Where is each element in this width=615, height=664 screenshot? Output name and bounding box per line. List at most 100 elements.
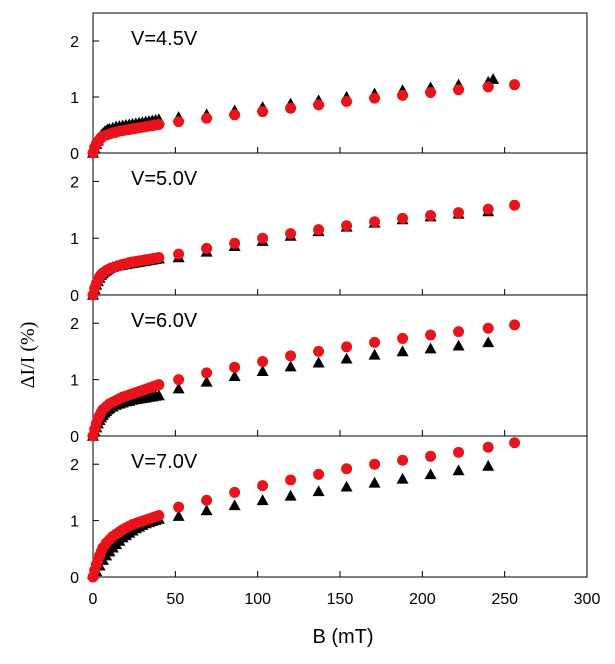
circle-point — [201, 494, 213, 506]
triangle-point — [200, 375, 213, 387]
circle-point — [482, 81, 494, 93]
circle-point — [341, 95, 353, 107]
triangle-point — [228, 499, 241, 511]
circle-point — [369, 336, 381, 348]
circle-point — [313, 99, 325, 111]
x-tick-label: 150 — [327, 591, 354, 608]
triangle-point — [152, 389, 165, 401]
circle-point — [257, 480, 269, 492]
circle-point — [173, 248, 185, 260]
x-tick-label: 100 — [244, 591, 271, 608]
triangle-point — [368, 476, 381, 488]
y-tick-label: 1 — [70, 90, 79, 107]
circle-point — [257, 356, 269, 368]
circle-point — [482, 203, 494, 215]
circle-point — [509, 319, 521, 331]
triangle-point — [452, 339, 465, 351]
y-tick-label: 0 — [70, 146, 79, 163]
x-tick-label: 0 — [89, 591, 98, 608]
circle-point — [257, 106, 269, 118]
y-axis-title: ΔI/I (%) — [17, 322, 39, 389]
triangle-point — [312, 356, 325, 368]
triangle-point — [424, 342, 437, 354]
circle-point — [509, 437, 521, 449]
y-tick-label: 2 — [70, 457, 79, 474]
circle-point — [425, 87, 437, 99]
circle-point — [229, 361, 241, 373]
triangle-point — [482, 459, 495, 471]
y-tick-label: 2 — [70, 34, 79, 51]
triangle-point — [284, 360, 297, 372]
y-tick-label: 2 — [70, 316, 79, 333]
triangle-point — [368, 348, 381, 360]
triangle-point — [340, 480, 353, 492]
circle-point — [285, 228, 297, 240]
circle-point — [397, 212, 409, 224]
y-tick-label: 0 — [70, 288, 79, 305]
circle-point — [397, 454, 409, 466]
data-marks — [87, 73, 521, 583]
x-axis-title: B (mT) — [312, 626, 373, 648]
circle-point — [153, 252, 165, 264]
circle-point — [482, 441, 494, 453]
x-tick-label: 200 — [409, 591, 436, 608]
circle-point — [229, 109, 241, 121]
x-tick-label: 300 — [574, 591, 601, 608]
circle-point — [201, 242, 213, 254]
y-tick-labels: 0 1 2 0 1 2 0 1 2 0 1 2 — [70, 34, 79, 587]
panel-label: V=7.0V — [131, 451, 198, 473]
triangle-point — [256, 365, 269, 376]
circle-point — [153, 118, 165, 130]
triangle-point — [172, 382, 185, 394]
triangle-point — [452, 464, 465, 476]
circle-point — [397, 89, 409, 101]
panel-label: V=5.0V — [131, 168, 198, 190]
triangle-point — [396, 472, 409, 484]
circle-point — [453, 207, 465, 219]
y-tick-label: 1 — [70, 514, 79, 531]
circle-point — [341, 220, 353, 232]
triangle-point — [200, 504, 213, 516]
y-tick-label: 1 — [70, 373, 79, 390]
circle-point — [425, 450, 437, 462]
y-tick-label: 0 — [70, 570, 79, 587]
x-tick-label: 250 — [491, 591, 518, 608]
triangle-point — [396, 345, 409, 357]
panel-labels: V=4.5V V=5.0V V=6.0V V=7.0V — [131, 28, 198, 473]
circle-point — [369, 216, 381, 228]
circle-point — [313, 224, 325, 236]
circle-point — [201, 112, 213, 124]
panel-label: V=4.5V — [131, 28, 198, 50]
circle-point — [153, 379, 165, 391]
circle-point — [229, 486, 241, 498]
circle-point — [425, 209, 437, 221]
circle-point — [482, 322, 494, 334]
circle-point — [369, 92, 381, 104]
circle-point — [425, 329, 437, 341]
circle-point — [173, 116, 185, 128]
circle-point — [285, 102, 297, 114]
circle-point — [173, 374, 185, 386]
circle-point — [453, 446, 465, 458]
triangle-point — [424, 468, 437, 480]
triangle-point — [340, 352, 353, 364]
circle-point — [369, 458, 381, 470]
circle-point — [509, 79, 521, 91]
circle-point — [229, 237, 241, 249]
circle-point — [285, 474, 297, 486]
triangle-point — [482, 336, 495, 348]
triangle-point — [172, 510, 185, 521]
triangle-point — [312, 485, 325, 497]
circle-point — [341, 341, 353, 353]
circle-point — [453, 84, 465, 96]
x-tick-labels: 0 50 100 150 200 250 300 — [89, 591, 601, 608]
y-tick-label: 1 — [70, 231, 79, 248]
circle-point — [153, 510, 165, 522]
y-tick-label: 0 — [70, 429, 79, 446]
circle-point — [509, 199, 521, 211]
axis-ticks — [93, 40, 506, 577]
circle-point — [257, 232, 269, 244]
circle-point — [173, 501, 185, 513]
circle-point — [341, 463, 353, 475]
